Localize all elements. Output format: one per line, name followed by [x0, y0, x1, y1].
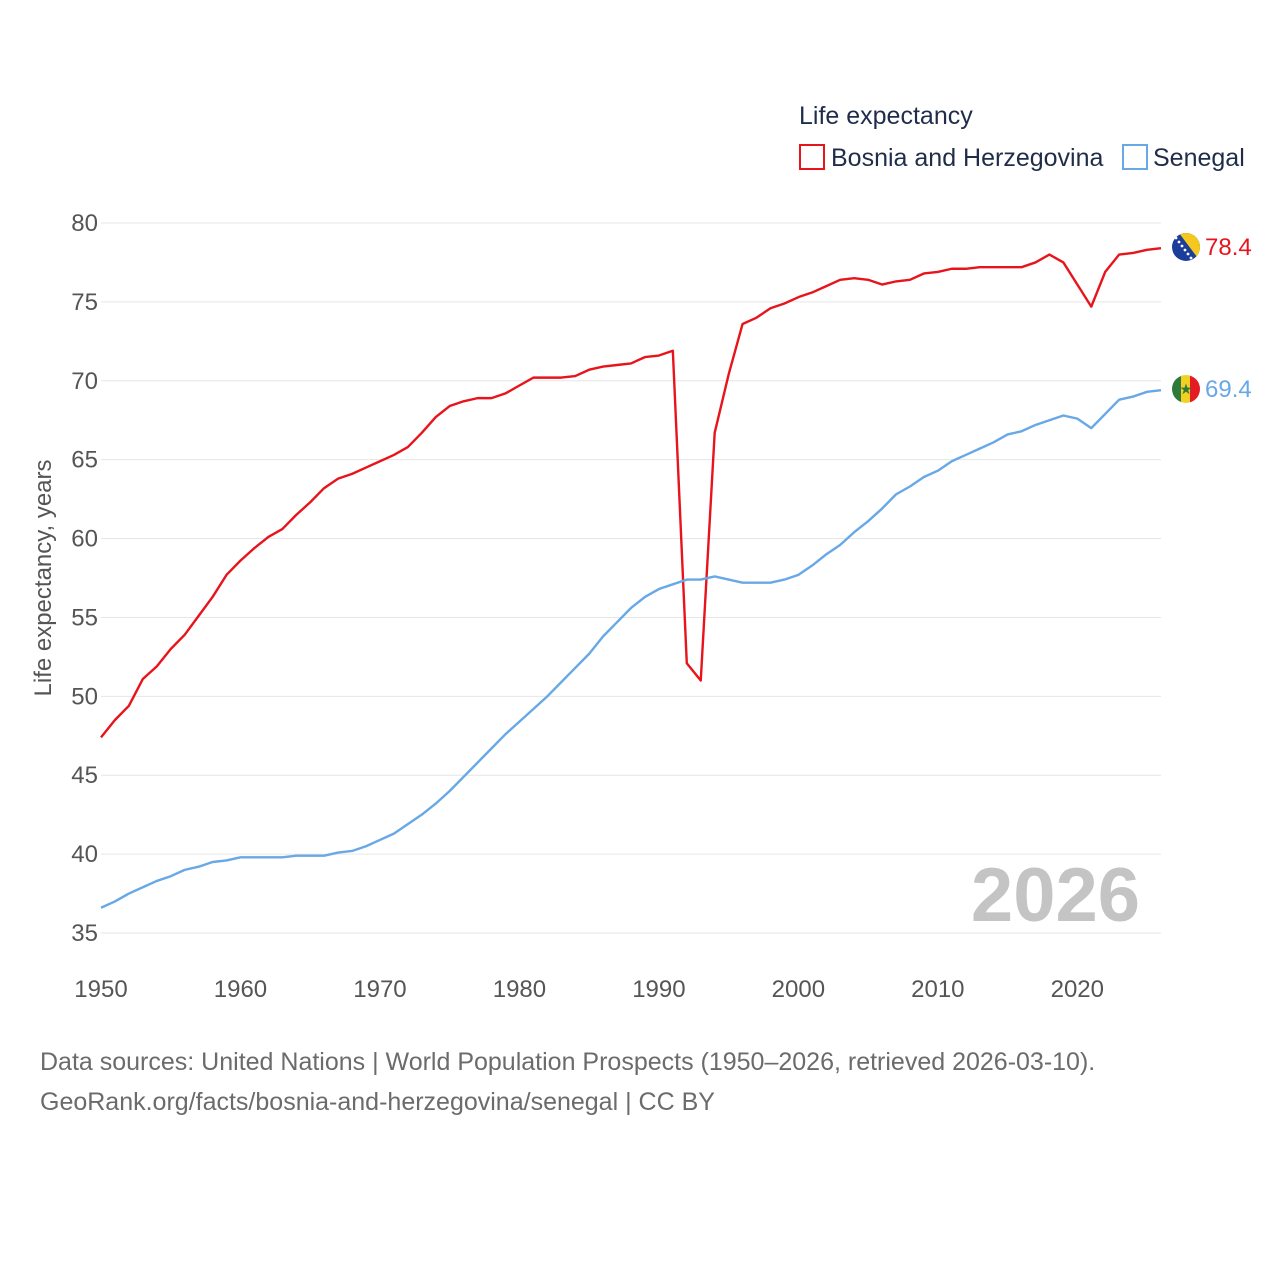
flag-senegal-icon: [1172, 375, 1200, 403]
x-tick-label: 1990: [632, 976, 685, 1003]
x-tick-label: 2010: [911, 976, 964, 1003]
end-value-senegal: 69.4: [1205, 376, 1252, 403]
legend-title: Life expectancy: [799, 102, 973, 130]
legend-item-senegal[interactable]: Senegal: [1122, 144, 1245, 172]
y-axis-ticks: 35 40 45 50 55 60 65 70 75 80: [71, 210, 98, 947]
series-lines: [100, 247, 1162, 909]
series-line-senegal[interactable]: [100, 389, 1162, 909]
legend-item-bosnia[interactable]: Bosnia and Herzegovina: [799, 144, 1103, 172]
y-tick-label: 35: [71, 920, 98, 947]
year-watermark: 2026: [971, 853, 1140, 938]
data-source-note: Data sources: United Nations | World Pop…: [40, 1042, 1095, 1122]
source-line-2: GeoRank.org/facts/bosnia-and-herzegovina…: [40, 1088, 715, 1116]
x-tick-label: 1950: [74, 976, 127, 1003]
x-tick-label: 1970: [353, 976, 406, 1003]
legend-swatch-bosnia: [799, 144, 825, 170]
y-tick-label: 65: [71, 447, 98, 474]
y-tick-label: 45: [71, 762, 98, 789]
x-tick-label: 1980: [493, 976, 546, 1003]
x-tick-label: 2000: [772, 976, 825, 1003]
x-axis-ticks: 1950 1960 1970 1980 1990 2000 2010 2020: [74, 976, 1104, 1003]
life-expectancy-chart: 35 40 45 50 55 60 65 70 75 80 1950 1960 1970 1980 199…: [30, 102, 1252, 1003]
x-tick-label: 2020: [1051, 976, 1104, 1003]
x-tick-label: 1960: [214, 976, 267, 1003]
y-axis-title: Life expectancy, years: [30, 459, 57, 696]
flag-bosnia-and-herzegovina-icon: [1172, 233, 1200, 261]
legend-label-senegal: Senegal: [1153, 144, 1245, 172]
y-tick-label: 80: [71, 210, 98, 237]
end-value-bosnia: 78.4: [1205, 234, 1252, 261]
legend-swatch-senegal: [1122, 144, 1148, 170]
y-tick-label: 40: [71, 841, 98, 868]
source-line-1: Data sources: United Nations | World Pop…: [40, 1048, 1096, 1076]
grid-lines: [101, 222, 1161, 934]
y-tick-label: 50: [71, 683, 98, 710]
legend-label-bosnia: Bosnia and Herzegovina: [831, 144, 1103, 172]
y-tick-label: 70: [71, 368, 98, 395]
series-line-bosnia-and-herzegovina[interactable]: [100, 247, 1162, 739]
y-tick-label: 60: [71, 526, 98, 553]
y-tick-label: 55: [71, 604, 98, 631]
y-tick-label: 75: [71, 289, 98, 316]
